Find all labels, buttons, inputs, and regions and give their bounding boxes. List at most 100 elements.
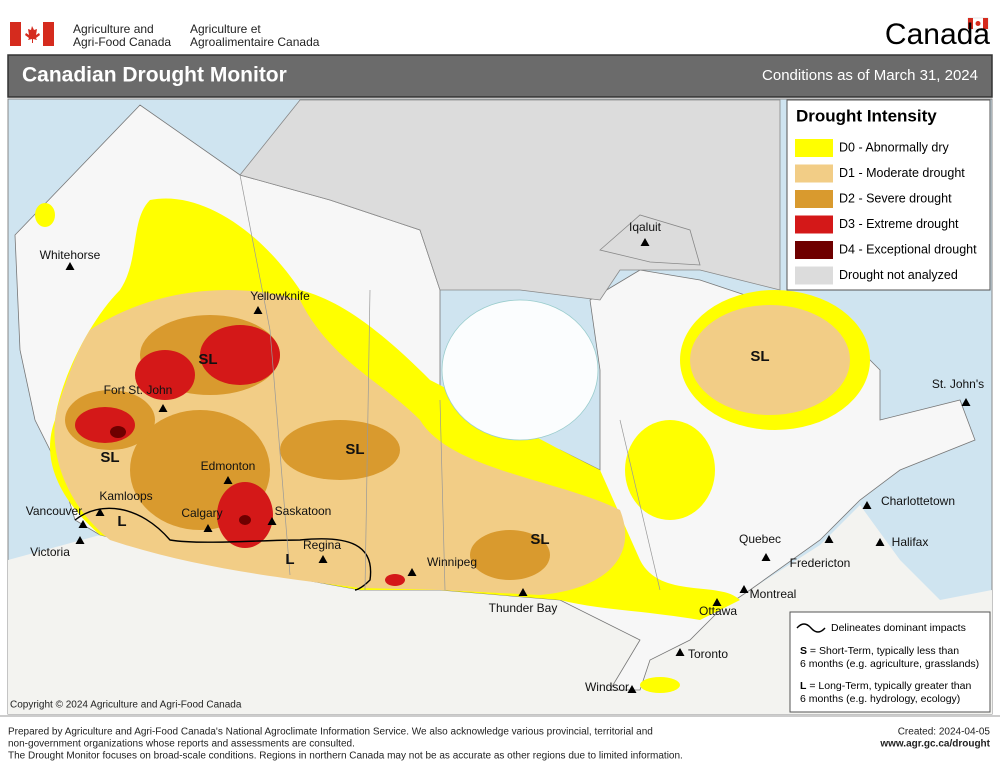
conditions-date: Conditions as of March 31, 2024	[762, 67, 978, 84]
copyright: Copyright © 2024 Agriculture and Agri-Fo…	[10, 700, 242, 711]
drought-area	[690, 305, 850, 415]
city-label: Quebec	[739, 532, 781, 546]
city-label: Whitehorse	[40, 248, 101, 262]
impact-label: SL	[530, 531, 549, 548]
impact-key-line: S = Short-Term, typically less than	[800, 645, 959, 657]
drought-area	[239, 515, 251, 525]
city-label: Ottawa	[699, 604, 737, 618]
city-label: Iqaluit	[629, 220, 662, 234]
created-date: Created: 2024-04-05	[898, 727, 991, 738]
city-marker	[75, 536, 85, 544]
footer-note: Prepared by Agriculture and Agri-Food Ca…	[8, 727, 653, 738]
city-label: Charlottetown	[881, 494, 955, 508]
city-label: Windsor	[585, 680, 629, 694]
impact-text: = Short-Term, typically less than	[807, 645, 959, 657]
city-label: Winnipeg	[427, 555, 477, 569]
city-label: Toronto	[688, 647, 728, 661]
city-marker	[640, 238, 650, 246]
city-marker	[78, 520, 88, 528]
legend-label: D2 - Severe drought	[839, 191, 952, 205]
city-marker	[158, 404, 168, 412]
city-marker	[267, 517, 277, 525]
drought-area	[110, 426, 126, 438]
city-marker	[739, 585, 749, 593]
drought-area	[625, 420, 715, 520]
city-marker	[675, 648, 685, 656]
city-marker	[518, 588, 528, 596]
city-label: St. John's	[932, 377, 984, 391]
legend-label: D3 - Extreme drought	[839, 217, 959, 231]
footer-note: The Drought Monitor focuses on broad-sca…	[8, 751, 683, 762]
impact-label: SL	[100, 449, 119, 466]
city-label: Montreal	[750, 587, 797, 601]
legend-swatch	[795, 215, 833, 234]
city-label: Victoria	[30, 545, 70, 559]
dept-name-fr: Agriculture et	[190, 22, 261, 36]
legend-title: Drought Intensity	[796, 106, 937, 125]
legend-label: D1 - Moderate drought	[839, 166, 965, 180]
impact-label: SL	[198, 351, 217, 368]
impact-text: = Long-Term, typically greater than	[806, 680, 971, 692]
impact-key: L	[800, 680, 807, 692]
title-bar	[7, 54, 993, 98]
city-marker	[875, 538, 885, 546]
drought-area	[599, 214, 701, 266]
legend-label: Drought not analyzed	[839, 268, 958, 282]
city-label: Halifax	[892, 535, 929, 549]
legend-swatch	[795, 266, 833, 285]
drought-area	[200, 325, 280, 385]
city-marker	[961, 398, 971, 406]
city-label: Thunder Bay	[489, 601, 558, 615]
city-marker	[95, 508, 105, 516]
flag	[10, 22, 54, 46]
impact-label: SL	[750, 348, 769, 365]
city-marker	[862, 501, 872, 509]
impact-line-icon	[796, 623, 826, 633]
city-marker	[223, 476, 233, 484]
city-marker	[253, 306, 263, 314]
drought-area	[470, 530, 550, 580]
city-label: Fort St. John	[104, 383, 173, 397]
impacts-legend-box	[789, 611, 991, 713]
city-marker	[627, 685, 637, 693]
legend-swatch	[795, 190, 833, 208]
city-label: Calgary	[181, 506, 222, 520]
impact-label: SL	[345, 441, 364, 458]
title: Canadian Drought Monitor	[22, 64, 287, 87]
city-label: Saskatoon	[275, 504, 332, 518]
city-marker	[761, 553, 771, 561]
dept-name-en: Agriculture and	[73, 22, 154, 36]
drought-area	[35, 203, 55, 227]
wordmark-flag	[967, 17, 989, 30]
legend-label: D4 - Exceptional drought	[839, 242, 977, 256]
wordmark: Canada	[885, 18, 990, 51]
impact-label: L	[117, 513, 126, 530]
legend-swatch	[795, 241, 833, 259]
city-marker	[407, 568, 417, 576]
city-marker	[65, 262, 75, 270]
impact-text: 6 months (e.g. hydrology, ecology)	[800, 693, 960, 705]
legend-swatch	[795, 164, 833, 183]
city-label: Fredericton	[790, 556, 851, 570]
impact-label: L	[285, 551, 294, 568]
drought-area	[280, 420, 400, 480]
dept-name-fr: Agroalimentaire Canada	[190, 35, 320, 49]
source-url: www.agr.gc.ca/drought	[879, 739, 990, 750]
city-marker	[318, 555, 328, 563]
drought-area	[385, 574, 405, 586]
drought-areas	[35, 198, 870, 693]
city-label: Yellowknife	[250, 289, 310, 303]
drought-area	[135, 350, 195, 400]
city-label: Edmonton	[201, 459, 256, 473]
city-label: Regina	[303, 538, 341, 552]
impact-text: 6 months (e.g. agriculture, grasslands)	[800, 658, 979, 670]
city-marker	[203, 524, 213, 532]
city-marker	[712, 598, 722, 606]
map-overlay	[74, 174, 661, 591]
dept-name-en: Agri-Food Canada	[73, 35, 171, 49]
impact-boundary	[74, 507, 372, 591]
legend-swatch	[795, 139, 833, 157]
